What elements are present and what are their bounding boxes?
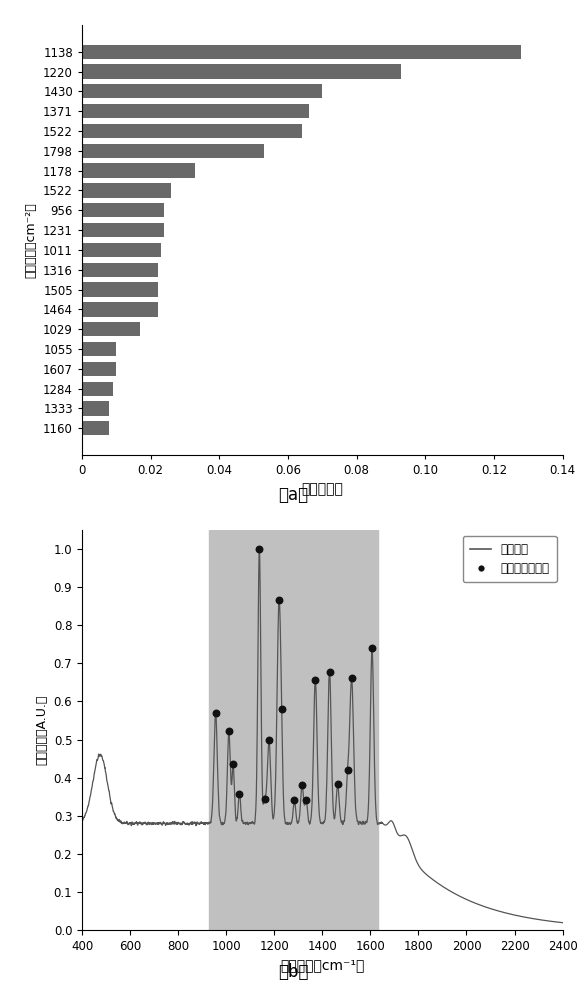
- Bar: [82, 401, 110, 416]
- X-axis label: 拉曼位移（cm⁻¹）: 拉曼位移（cm⁻¹）: [280, 958, 364, 972]
- Point: [289, 792, 299, 808]
- Point: [255, 541, 264, 557]
- Bar: [82, 163, 195, 178]
- Bar: [82, 362, 117, 376]
- Bar: [82, 183, 171, 198]
- Point: [229, 756, 238, 772]
- Legend: 拉曼光谱, 选择的特征波段: 拉曼光谱, 选择的特征波段: [463, 536, 557, 582]
- Bar: [82, 302, 158, 317]
- Bar: [82, 124, 302, 138]
- Bar: [82, 243, 161, 257]
- Bar: [82, 64, 401, 79]
- Bar: [82, 421, 110, 435]
- Bar: [82, 104, 309, 118]
- Point: [274, 592, 284, 608]
- Bar: [82, 223, 165, 237]
- Bar: [209, 530, 377, 930]
- Point: [224, 723, 234, 739]
- Y-axis label: 拉曼位移（cm⁻²）: 拉曼位移（cm⁻²）: [25, 202, 38, 278]
- Point: [211, 705, 220, 721]
- Point: [367, 640, 377, 656]
- Bar: [82, 382, 113, 396]
- Point: [260, 791, 270, 807]
- Bar: [82, 342, 117, 356]
- Point: [235, 786, 244, 802]
- Y-axis label: 相对强度（A.U.）: 相对强度（A.U.）: [35, 695, 48, 765]
- Point: [264, 732, 274, 748]
- Bar: [82, 282, 158, 297]
- Text: （b）: （b）: [278, 963, 308, 981]
- Point: [343, 762, 352, 778]
- Bar: [82, 263, 158, 277]
- Point: [302, 792, 311, 808]
- Bar: [82, 322, 141, 336]
- Point: [347, 670, 356, 686]
- Point: [311, 672, 320, 688]
- Point: [325, 664, 334, 680]
- Point: [277, 701, 287, 717]
- Bar: [82, 45, 522, 59]
- Point: [333, 776, 342, 792]
- Bar: [82, 84, 322, 98]
- Text: （a）: （a）: [278, 486, 308, 504]
- Bar: [82, 144, 264, 158]
- Point: [298, 777, 307, 793]
- X-axis label: 特征重要度: 特征重要度: [301, 483, 343, 497]
- Bar: [82, 203, 165, 217]
